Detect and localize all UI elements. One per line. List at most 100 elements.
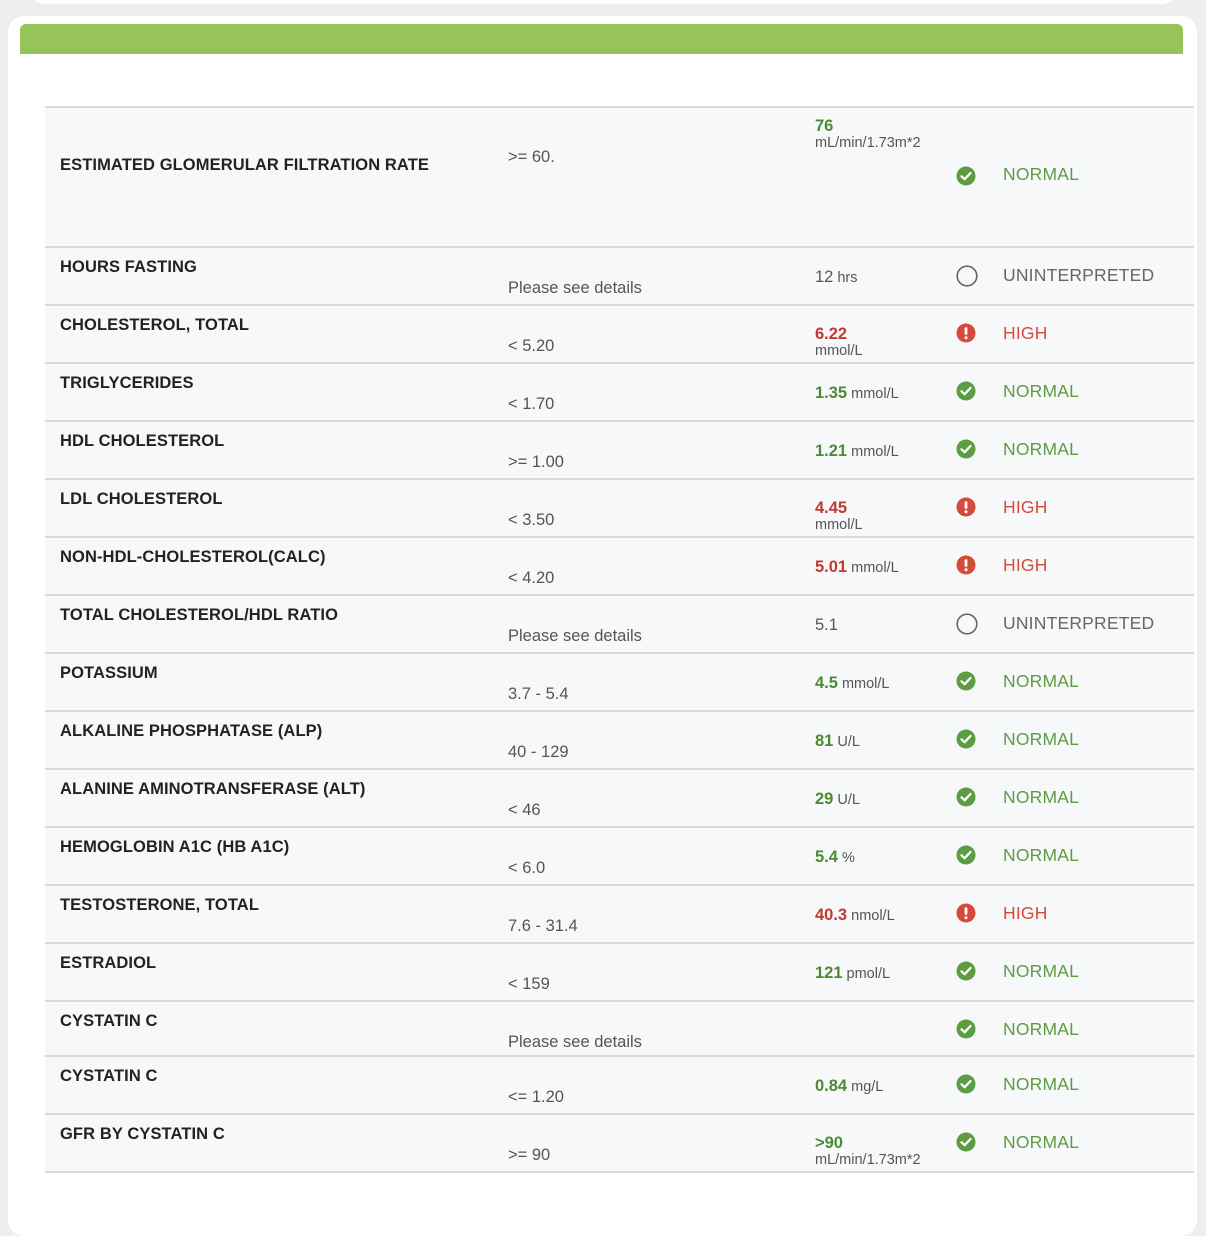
status-label: UNINTERPRETED — [1003, 613, 1155, 633]
reference-range: <= 1.20 — [508, 1088, 564, 1106]
status-label: NORMAL — [1003, 671, 1080, 691]
test-name: LDL CHOLESTEROL — [60, 490, 223, 508]
table-row[interactable]: TRIGLYCERIDES < 1.70 1.35 mmol/L NORMAL — [45, 364, 1194, 422]
test-name: TESTOSTERONE, TOTAL — [60, 896, 259, 914]
result-value: 1.21 mmol/L — [815, 442, 955, 461]
table-row[interactable]: ESTIMATED GLOMERULAR FILTRATION RATE >= 6… — [45, 108, 1194, 248]
reference-range: >= 60. — [508, 148, 555, 166]
result-unit: pmol/L — [846, 966, 891, 982]
check-circle-icon — [956, 439, 976, 459]
table-row[interactable]: ALANINE AMINOTRANSFERASE (ALT) < 46 29 U/L N… — [45, 770, 1194, 828]
result-value: 4.45 mmol/L — [815, 499, 955, 533]
table-row[interactable]: HDL CHOLESTEROL >= 1.00 1.21 mmol/L NORMAL — [45, 422, 1194, 480]
table-row[interactable]: ESTRADIOL < 159 121 pmol/L NORMAL — [45, 944, 1194, 1002]
reference-range: < 1.70 — [508, 395, 555, 413]
result-unit: mmol/L — [851, 444, 899, 460]
result-unit: mmol/L — [815, 516, 863, 533]
result-number: 0.84 — [815, 1077, 848, 1095]
result-number: 1.35 — [815, 384, 848, 402]
table-row[interactable]: HEMOGLOBIN A1C (HB A1C) < 6.0 5.4% NORMAL — [45, 828, 1194, 886]
test-name: NON-HDL-CHOLESTEROL(CALC) — [60, 548, 326, 566]
result-value: 1.35 mmol/L — [815, 384, 955, 403]
table-row[interactable]: POTASSIUM 3.7 - 5.4 4.5 mmol/L NORMAL — [45, 654, 1194, 712]
alert-circle-icon — [956, 555, 976, 575]
test-name: ESTIMATED GLOMERULAR FILTRATION RATE — [60, 156, 430, 174]
table-row[interactable]: CYSTATIN C Please see details NORMAL — [45, 1002, 1194, 1057]
result-unit: mmol/L — [841, 676, 890, 692]
result-value: 76 mL/min/1.73m*2 — [815, 117, 955, 151]
status-label: NORMAL — [1003, 961, 1080, 981]
results-table: ESTIMATED GLOMERULAR FILTRATION RATE >= 6… — [45, 106, 1194, 1173]
table-row[interactable]: TOTAL CHOLESTEROL/HDL RATIO Please see de… — [45, 596, 1194, 654]
reference-range: >= 1.00 — [508, 453, 564, 471]
result-value: 29 U/L — [815, 790, 955, 809]
table-row[interactable]: HOURS FASTING Please see details 12 hrs UNIN… — [45, 248, 1194, 306]
reference-range: 3.7 - 5.4 — [508, 685, 569, 703]
reference-range: < 5.20 — [508, 337, 555, 355]
reference-range: < 46 — [508, 801, 541, 819]
table-row[interactable]: GFR BY CYSTATIN C >= 90 >90 mL/min/1.73m*2 N… — [45, 1115, 1194, 1173]
result-value: >90 mL/min/1.73m*2 — [815, 1134, 955, 1168]
result-value: 6.22 mmol/L — [815, 325, 955, 359]
status-label: NORMAL — [1003, 164, 1080, 184]
result-value: 5.4% — [815, 848, 955, 867]
empty-circle-icon — [956, 265, 978, 287]
check-circle-icon — [956, 166, 976, 186]
test-name: HOURS FASTING — [60, 258, 197, 276]
result-unit: mmol/L — [851, 386, 899, 402]
status-label: HIGH — [1003, 323, 1048, 343]
check-circle-icon — [956, 1074, 976, 1094]
result-number: 76 — [815, 117, 834, 135]
table-row[interactable]: LDL CHOLESTEROL < 3.50 4.45 mmol/L HIGH — [45, 480, 1194, 538]
result-value: 5.1 — [815, 616, 955, 635]
check-circle-icon — [956, 1019, 976, 1039]
previous-card — [30, 0, 1176, 4]
check-circle-icon — [956, 381, 976, 401]
result-value: 0.84 mg/L — [815, 1077, 955, 1096]
table-row[interactable]: NON-HDL-CHOLESTEROL(CALC) < 4.20 5.01 mmol/… — [45, 538, 1194, 596]
status-label: NORMAL — [1003, 1074, 1080, 1094]
status-label: NORMAL — [1003, 729, 1080, 749]
test-name: TOTAL CHOLESTEROL/HDL RATIO — [60, 606, 339, 624]
table-row[interactable]: ALKALINE PHOSPHATASE (ALP) 40 - 129 81 U/L N… — [45, 712, 1194, 770]
test-name: CHOLESTEROL, TOTAL — [60, 316, 250, 334]
result-unit: hrs — [837, 270, 858, 286]
reference-range: >= 90 — [508, 1146, 551, 1164]
test-name: HDL CHOLESTEROL — [60, 432, 225, 450]
status-label: NORMAL — [1003, 1132, 1080, 1152]
status-label: NORMAL — [1003, 787, 1080, 807]
result-unit: % — [841, 850, 855, 866]
result-number: 1.21 — [815, 442, 848, 460]
result-unit: mL/min/1.73m*2 — [815, 134, 921, 151]
test-name: HEMOGLOBIN A1C (HB A1C) — [60, 838, 290, 856]
result-number: 121 — [815, 964, 843, 982]
result-value: 5.01 mmol/L — [815, 558, 955, 577]
reference-range: Please see details — [508, 1033, 642, 1051]
reference-range: < 159 — [508, 975, 550, 993]
table-row[interactable]: TESTOSTERONE, TOTAL 7.6 - 31.4 40.3 nmol/L H… — [45, 886, 1194, 944]
test-name: CYSTATIN C — [60, 1067, 158, 1085]
result-unit: mL/min/1.73m*2 — [815, 1151, 921, 1168]
alert-circle-icon — [956, 903, 976, 923]
test-name: ESTRADIOL — [60, 954, 157, 972]
result-unit: U/L — [837, 734, 860, 750]
result-number: 40.3 — [815, 906, 848, 924]
reference-range: 7.6 - 31.4 — [508, 917, 578, 935]
result-number: 4.5 — [815, 674, 838, 692]
status-label: NORMAL — [1003, 845, 1080, 865]
alert-circle-icon — [956, 323, 976, 343]
empty-circle-icon — [956, 613, 978, 635]
result-value: 12 hrs — [815, 268, 955, 287]
table-row[interactable]: CHOLESTEROL, TOTAL < 5.20 6.22 mmol/L HIGH — [45, 306, 1194, 364]
test-name: TRIGLYCERIDES — [60, 374, 194, 392]
table-row[interactable]: CYSTATIN C <= 1.20 0.84 mg/L NORMAL — [45, 1057, 1194, 1115]
result-number: >90 — [815, 1134, 843, 1152]
result-number: 5.01 — [815, 558, 848, 576]
result-number: 81 — [815, 732, 834, 750]
result-number: 4.45 — [815, 499, 848, 517]
reference-range: < 6.0 — [508, 859, 546, 877]
result-number: 5.4 — [815, 848, 838, 866]
result-value: 4.5 mmol/L — [815, 674, 955, 693]
check-circle-icon — [956, 729, 976, 749]
result-number: 5.1 — [815, 616, 838, 634]
